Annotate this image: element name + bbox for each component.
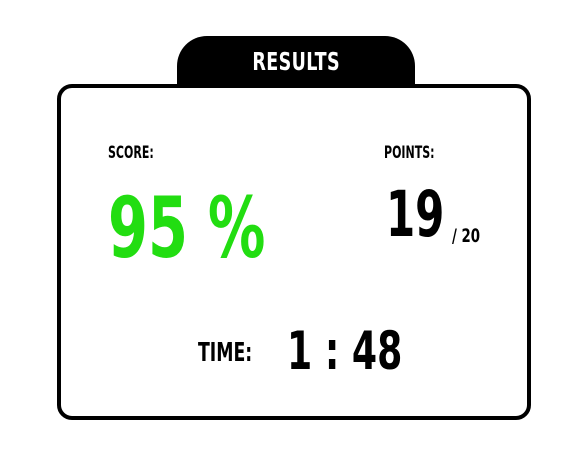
points-value: 19 bbox=[386, 178, 445, 251]
results-card bbox=[57, 84, 531, 420]
results-title: RESULTS bbox=[252, 47, 340, 76]
score-label: SCORE: bbox=[108, 143, 154, 163]
time-value: 1 : 48 bbox=[287, 321, 403, 382]
points-label: POINTS: bbox=[384, 143, 435, 163]
points-max: / 20 bbox=[452, 225, 481, 247]
score-value: 95 % bbox=[108, 179, 266, 277]
time-label: TIME: bbox=[198, 338, 253, 368]
